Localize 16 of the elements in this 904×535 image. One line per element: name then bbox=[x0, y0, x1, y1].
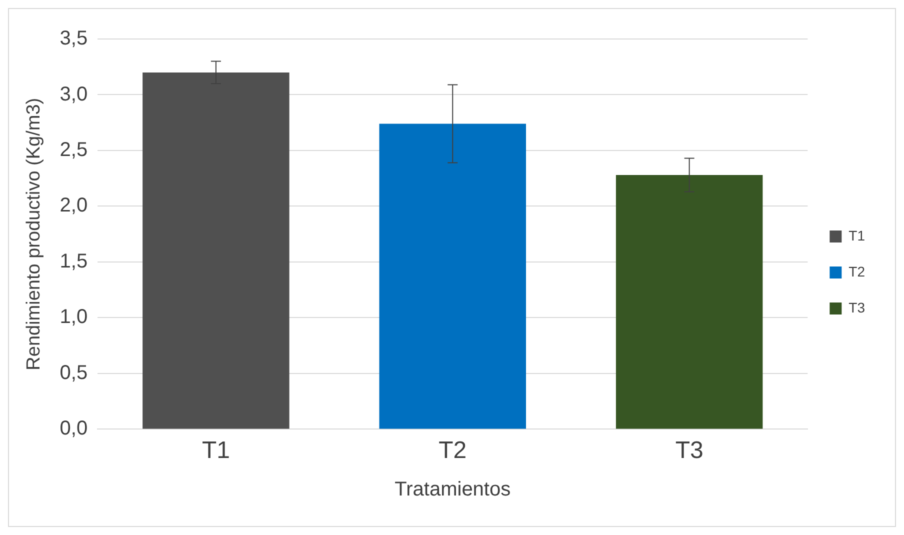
y-tick-label: 3,0 bbox=[60, 83, 88, 106]
x-tick-label: T1 bbox=[202, 437, 230, 464]
y-axis-title: Rendimiento productivo (Kg/m3) bbox=[24, 98, 45, 370]
legend-label: T3 bbox=[848, 299, 866, 316]
y-tick-label: 2,0 bbox=[60, 194, 88, 217]
x-axis-title: Tratamientos bbox=[394, 478, 511, 501]
legend-label: T2 bbox=[848, 263, 866, 280]
y-tick-label: 1,5 bbox=[60, 250, 88, 272]
legend-label: T1 bbox=[848, 227, 866, 244]
y-tick-label: 0,5 bbox=[60, 362, 88, 384]
x-tick-label: T2 bbox=[438, 437, 467, 464]
x-tick-label: T3 bbox=[675, 437, 704, 464]
y-tick-label: 3,5 bbox=[60, 28, 88, 50]
y-tick-label: 1,0 bbox=[60, 306, 88, 328]
y-tick-label: 2,5 bbox=[60, 139, 88, 161]
y-tick-label: 0,0 bbox=[60, 418, 88, 440]
